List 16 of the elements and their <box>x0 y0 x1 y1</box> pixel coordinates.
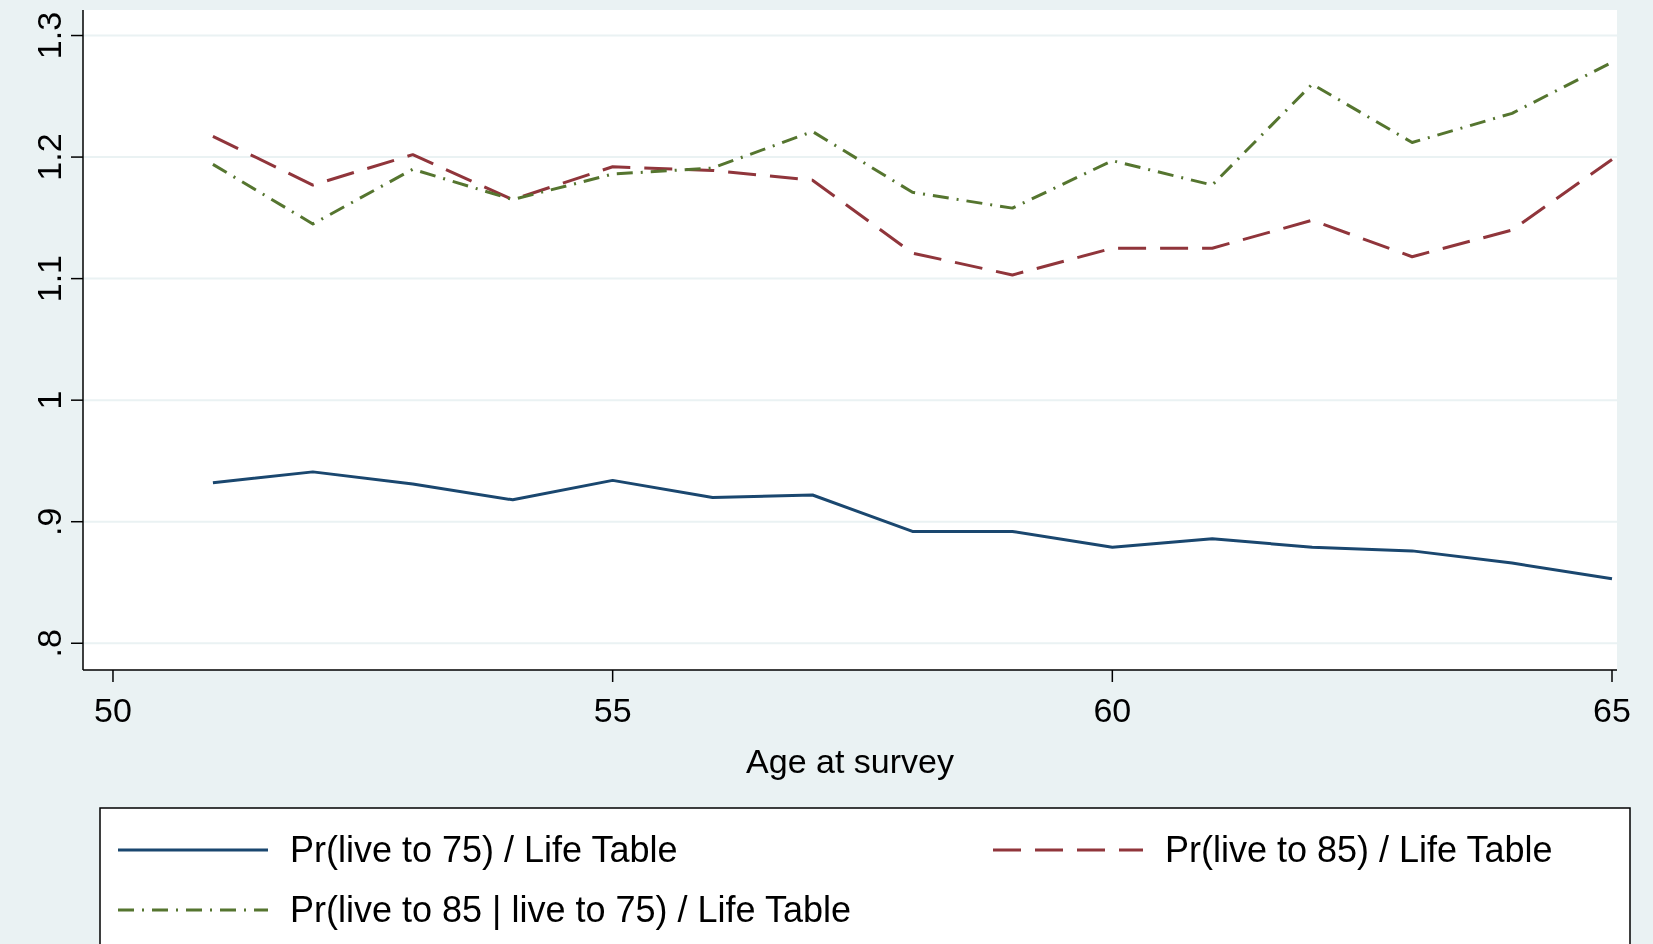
y-tick-label: 1.3 <box>30 11 68 60</box>
x-axis-title: Age at survey <box>746 742 954 780</box>
y-tick-label: 1.2 <box>30 133 68 181</box>
y-tick-label: 1 <box>30 390 68 410</box>
line-series <box>211 470 1614 581</box>
x-tick-label: 50 <box>94 691 132 729</box>
legend-label: Pr(live to 75) / Life Table <box>290 829 678 870</box>
x-tick-label: 55 <box>593 691 632 729</box>
line-series <box>211 134 1614 277</box>
x-tick-label: 60 <box>1093 691 1132 729</box>
x-tick-label: 65 <box>1593 691 1631 729</box>
legend-label: Pr(live to 85 | live to 75) / Life Table <box>290 889 851 930</box>
y-tick-label: .9 <box>30 507 68 536</box>
y-tick-label: .8 <box>30 629 68 658</box>
y-tick-label: 1.1 <box>30 254 68 303</box>
legend-label: Pr(live to 85) / Life Table <box>1165 829 1553 870</box>
